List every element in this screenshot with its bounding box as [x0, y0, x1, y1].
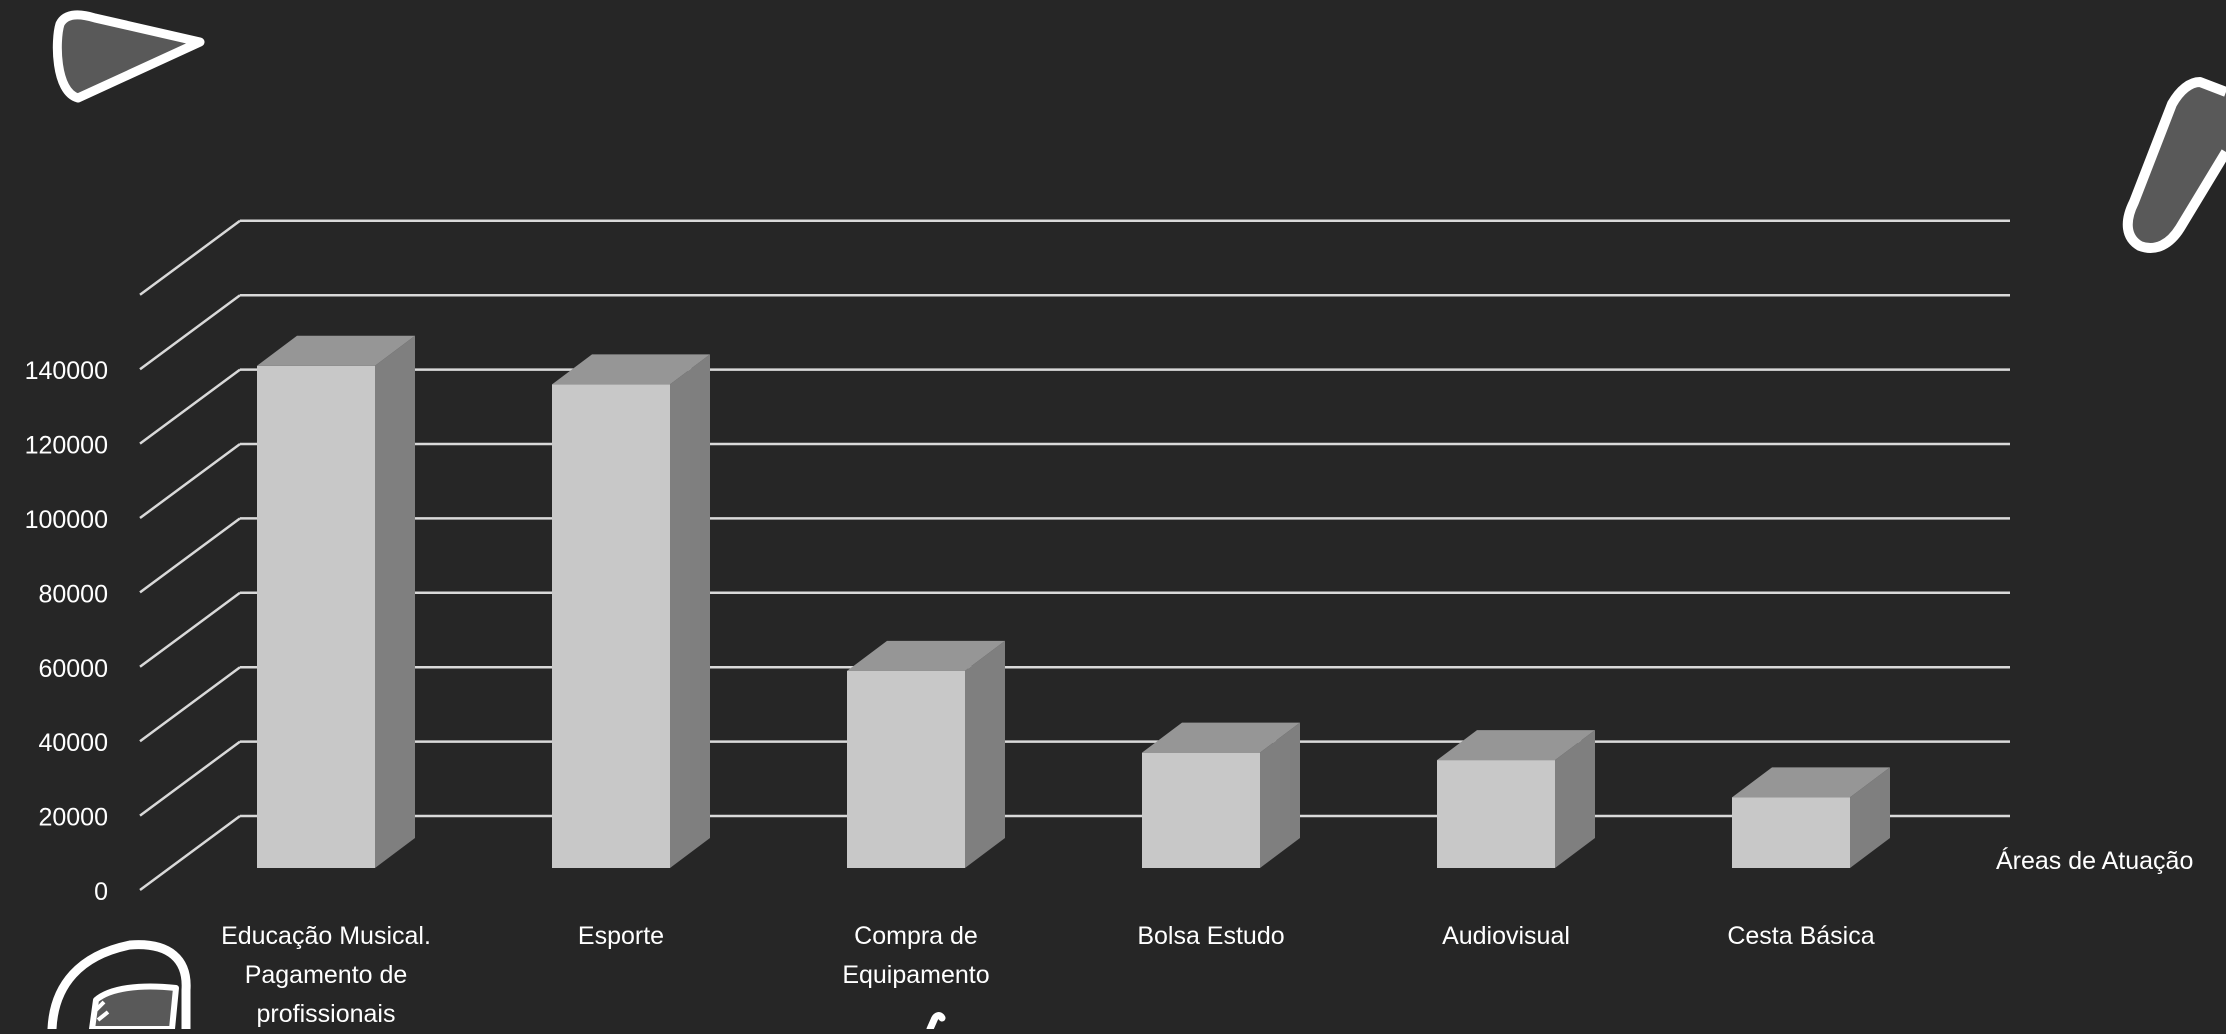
- bar-top: [257, 335, 415, 366]
- gridline-depth: [139, 368, 241, 445]
- bar: [1142, 722, 1300, 868]
- bar-front: [847, 670, 965, 868]
- y-tick-label: 0: [94, 878, 108, 906]
- bar-front: [552, 384, 670, 868]
- bar: [1437, 730, 1595, 868]
- bar-side: [1260, 722, 1300, 868]
- x-axis-ticks: Educação Musical. Pagamento de profissiona…: [221, 922, 1875, 1028]
- y-tick-label: 80000: [38, 580, 108, 608]
- bar-side: [1850, 767, 1890, 868]
- bar-top: [1732, 767, 1890, 798]
- bar-top: [1142, 722, 1300, 753]
- bar: [1732, 767, 1890, 868]
- bar-top: [552, 354, 710, 385]
- y-axis-ticks: 0 20000 40000 60000 80000 100000 120000 140000: [25, 357, 108, 906]
- y-tick-label: 140000: [25, 357, 108, 385]
- bar-side: [670, 354, 710, 868]
- x-tick-label: Esporte: [578, 922, 664, 950]
- y-tick-label: 100000: [25, 506, 108, 534]
- bar: [847, 640, 1005, 868]
- bar-side: [1555, 730, 1595, 868]
- triangle-doodle-icon: [52, 10, 205, 103]
- bar-front: [1732, 797, 1850, 868]
- gridline-depth: [139, 666, 241, 743]
- gridline-depth: [139, 294, 241, 371]
- gridline-depth: [139, 814, 241, 892]
- stroke-doodle-icon: [926, 1012, 946, 1033]
- y-tick-label: 120000: [25, 432, 108, 460]
- x-tick-label: Compra de Equipamento: [842, 922, 989, 989]
- gridline-depth: [139, 517, 241, 594]
- gridline-depth: [139, 442, 241, 520]
- x-tick-label: Audiovisual: [1442, 922, 1570, 950]
- gridline-depth: [139, 219, 241, 296]
- gridlines: [139, 219, 2010, 892]
- x-tick-label: Bolsa Estudo: [1137, 922, 1284, 950]
- x-tick-label: Educação Musical. Pagamento de profissiona…: [221, 922, 431, 1028]
- leaf-doodle-icon: [47, 940, 191, 1034]
- gridline-depth: [139, 740, 241, 817]
- bar-side: [375, 335, 415, 868]
- bars: [257, 335, 1890, 868]
- gridline-depth: [139, 591, 241, 668]
- bar-top: [1437, 730, 1595, 761]
- bar-front: [1142, 752, 1260, 868]
- x-tick-label: Cesta Básica: [1727, 922, 1874, 950]
- x-axis-title: Áreas de Atuação: [1996, 846, 2193, 875]
- pencil-doodle-icon: [2122, 77, 2226, 253]
- bar: [552, 354, 710, 868]
- bar-front: [257, 365, 375, 868]
- bar-side: [965, 640, 1005, 868]
- bar-front: [1437, 760, 1555, 868]
- y-tick-label: 20000: [38, 804, 108, 832]
- y-tick-label: 60000: [38, 655, 108, 683]
- y-tick-label: 40000: [38, 729, 108, 757]
- bar-top: [847, 640, 1005, 671]
- bar: [257, 335, 415, 868]
